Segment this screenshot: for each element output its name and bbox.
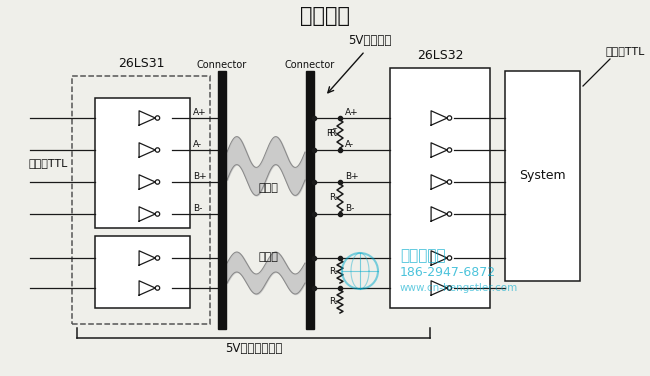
Text: 双绞线: 双绞线	[258, 252, 278, 262]
Polygon shape	[431, 251, 447, 265]
Polygon shape	[431, 143, 447, 157]
Bar	[390, 68, 490, 308]
Bar	[72, 76, 210, 324]
Text: 长线驱动: 长线驱动	[300, 6, 350, 26]
Text: A+: A+	[345, 108, 359, 117]
Text: 单极性TTL: 单极性TTL	[605, 46, 645, 56]
Polygon shape	[431, 207, 447, 221]
Polygon shape	[431, 175, 447, 189]
Text: 5V差分信号: 5V差分信号	[348, 35, 392, 47]
Polygon shape	[431, 281, 447, 295]
Text: 186-2947-6872: 186-2947-6872	[400, 267, 496, 279]
Text: 26LS31: 26LS31	[118, 57, 164, 70]
Text: System: System	[519, 170, 566, 182]
Text: A-: A-	[193, 140, 202, 149]
Text: A-: A-	[345, 140, 354, 149]
Text: 单极性TTL: 单极性TTL	[29, 158, 68, 168]
Polygon shape	[139, 207, 155, 221]
Text: Rₜ: Rₜ	[329, 194, 338, 203]
Bar	[95, 98, 190, 228]
Text: B-: B-	[193, 204, 202, 213]
Text: Rₜ: Rₜ	[329, 129, 338, 138]
Text: Connector: Connector	[285, 60, 335, 70]
Text: 5V差分长线驱动: 5V差分长线驱动	[225, 342, 282, 355]
Text: Rₜ: Rₜ	[329, 267, 338, 276]
Text: Rₜ: Rₜ	[329, 297, 338, 306]
Text: R: R	[326, 129, 332, 138]
Polygon shape	[139, 143, 155, 157]
Text: Connector: Connector	[197, 60, 247, 70]
Bar	[95, 236, 190, 308]
Bar	[505, 71, 580, 281]
Text: 26LS32: 26LS32	[417, 49, 463, 62]
Polygon shape	[139, 175, 155, 189]
Bar	[218, 71, 226, 329]
Polygon shape	[139, 281, 155, 295]
Text: B+: B+	[345, 172, 359, 181]
Polygon shape	[431, 111, 447, 125]
Text: B+: B+	[193, 172, 207, 181]
Polygon shape	[139, 111, 155, 125]
Polygon shape	[139, 251, 155, 265]
Text: 西安德伍拓: 西安德伍拓	[400, 249, 446, 264]
Text: B-: B-	[345, 204, 354, 213]
Text: A+: A+	[193, 108, 207, 117]
Bar	[306, 71, 314, 329]
Text: www.cn-hengstler.com: www.cn-hengstler.com	[400, 283, 518, 293]
Text: 双绞线: 双绞线	[258, 183, 278, 193]
Text: T: T	[332, 128, 336, 134]
